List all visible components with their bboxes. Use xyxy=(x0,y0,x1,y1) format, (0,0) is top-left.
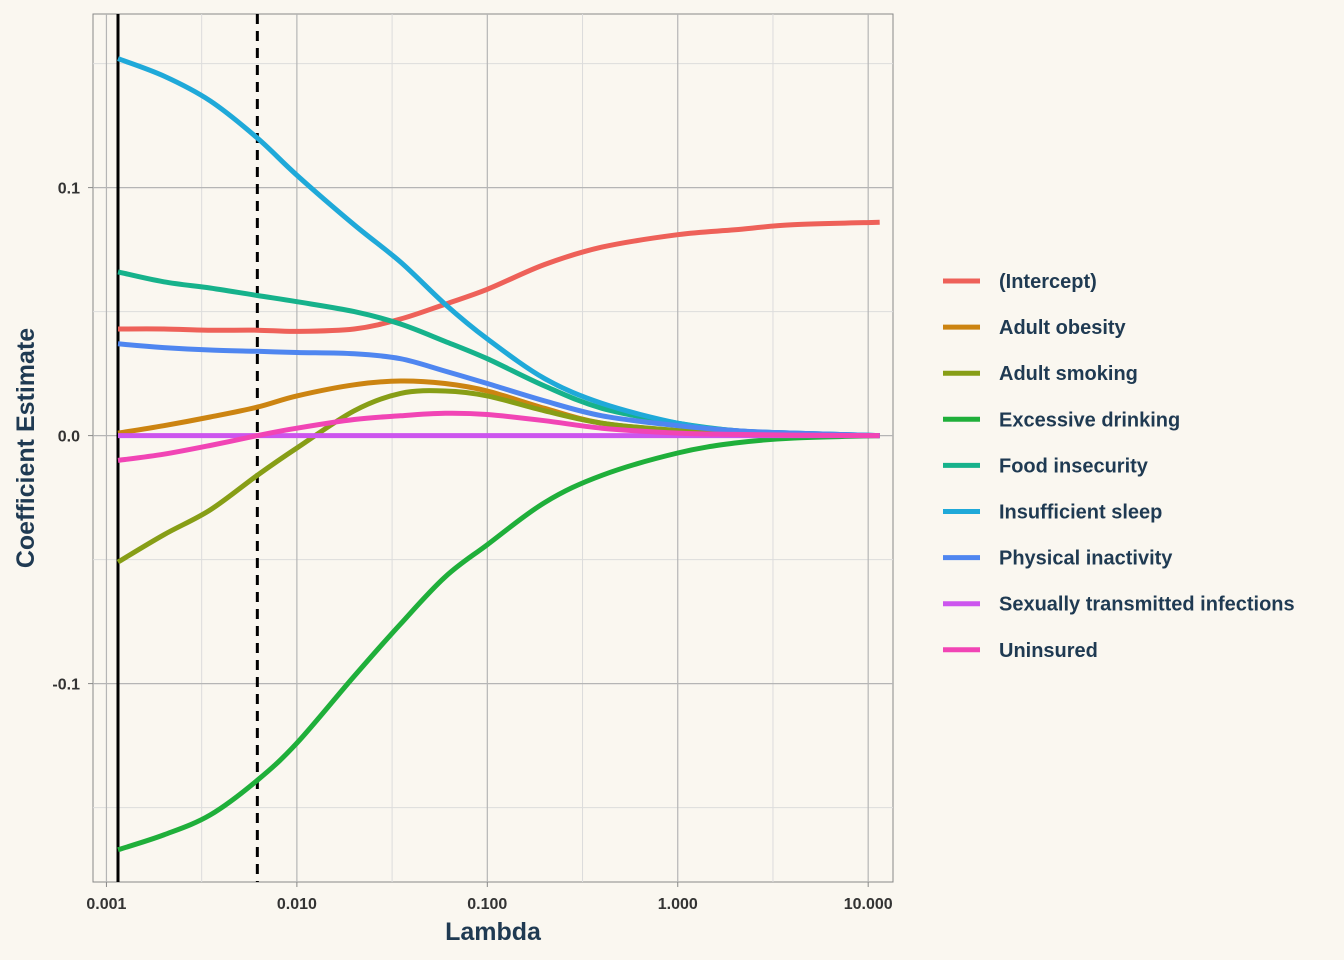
y-axis-title: Coefficient Estimate xyxy=(12,328,40,568)
y-axis-ticks: -0.1 0.0 0.1 xyxy=(52,181,93,694)
legend: (Intercept) Adult obesity Adult smoking Exc… xyxy=(943,271,1295,662)
x-tick-label: 1.000 xyxy=(658,896,698,913)
legend-label: Insufficient sleep xyxy=(999,502,1162,524)
series-lines xyxy=(116,56,880,853)
x-axis-title: Lambda xyxy=(445,918,542,946)
legend-label: Sexually transmitted infections xyxy=(999,594,1295,616)
series-line-excessive-drinking xyxy=(117,433,880,853)
series-line-physical-inactivity xyxy=(117,341,880,439)
plot-panel xyxy=(92,13,894,883)
x-axis-ticks: 0.001 0.010 0.100 1.000 10.000 xyxy=(86,882,893,913)
y-tick-label: -0.1 xyxy=(52,677,80,694)
legend-label: (Intercept) xyxy=(999,271,1097,293)
series-line-uninsured xyxy=(117,410,880,463)
legend-label: Excessive drinking xyxy=(999,409,1180,431)
x-tick-label: 0.001 xyxy=(86,896,126,913)
legend-label: Uninsured xyxy=(999,640,1098,662)
legend-label: Physical inactivity xyxy=(999,548,1173,570)
x-tick-label: 10.000 xyxy=(844,896,893,913)
x-tick-label: 0.010 xyxy=(277,896,317,913)
x-tick-label: 0.100 xyxy=(467,896,507,913)
legend-label: Food insecurity xyxy=(999,455,1149,477)
legend-label: Adult obesity xyxy=(999,317,1127,339)
legend-label: Adult smoking xyxy=(999,363,1138,385)
y-tick-label: 0.0 xyxy=(58,429,80,446)
y-tick-label: 0.1 xyxy=(58,181,80,198)
reference-lines xyxy=(116,14,259,882)
